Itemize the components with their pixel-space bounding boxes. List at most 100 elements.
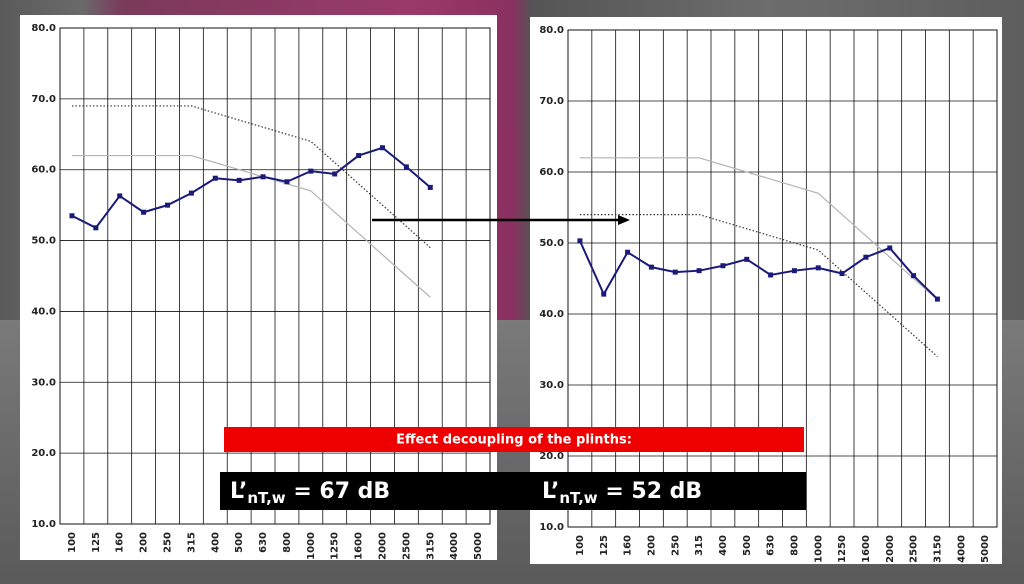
arrow-head xyxy=(618,215,630,225)
x-tick-label: 400 xyxy=(718,535,729,556)
x-tick-label: 800 xyxy=(282,532,293,553)
x-tick-label: 125 xyxy=(91,532,102,553)
x-tick-label: 1600 xyxy=(354,532,365,560)
point xyxy=(863,254,869,260)
point xyxy=(768,272,774,278)
point xyxy=(403,164,409,170)
point xyxy=(356,153,362,159)
point xyxy=(601,291,607,297)
point xyxy=(720,263,726,269)
y-tick-label: 10.0 xyxy=(539,522,564,533)
x-tick-label: 630 xyxy=(766,535,777,556)
y-tick-label: 10.0 xyxy=(31,519,56,530)
x-tick-label: 1250 xyxy=(837,535,848,563)
x-tick-label: 2500 xyxy=(401,532,412,560)
result-left: L’nT,w = 67 dB xyxy=(230,479,390,507)
point xyxy=(427,184,433,190)
point xyxy=(332,171,338,177)
series-line xyxy=(71,154,431,298)
x-tick-label: 3150 xyxy=(425,532,436,560)
y-tick-label: 40.0 xyxy=(31,306,56,317)
series-line xyxy=(579,240,939,300)
x-tick-label: 5000 xyxy=(473,532,484,560)
point xyxy=(911,273,917,279)
banner-black xyxy=(220,472,806,510)
y-tick-label: 30.0 xyxy=(539,380,564,391)
point xyxy=(815,265,821,271)
x-tick-label: 160 xyxy=(115,532,126,553)
x-tick-label: 4000 xyxy=(956,535,967,563)
x-tick-label: 160 xyxy=(623,535,634,556)
x-tick-label: 2000 xyxy=(378,532,389,560)
point xyxy=(934,296,940,302)
banner-title: Effect decoupling of the plinths: xyxy=(396,433,632,448)
y-tick-label: 20.0 xyxy=(31,448,56,459)
point xyxy=(141,209,147,215)
point xyxy=(284,179,290,185)
point xyxy=(839,271,845,277)
series-line xyxy=(71,105,431,249)
x-tick-label: 4000 xyxy=(449,532,460,560)
overlay: Effect decoupling of the plinths: L’nT,w… xyxy=(220,215,806,510)
x-tick-label: 315 xyxy=(694,535,705,556)
x-tick-label: 1600 xyxy=(861,535,872,563)
point xyxy=(791,268,797,274)
x-tick-label: 5000 xyxy=(980,535,991,563)
point xyxy=(696,268,702,274)
point xyxy=(887,245,893,251)
result-value: = 67 dB xyxy=(286,479,391,504)
x-tick-label: 400 xyxy=(210,532,221,553)
y-tick-label: 80.0 xyxy=(539,25,564,36)
x-tick-label: 250 xyxy=(163,532,174,553)
y-tick-label: 60.0 xyxy=(31,165,56,176)
symbol: L’ xyxy=(542,479,559,504)
banner-red xyxy=(224,427,804,452)
x-tick-label: 100 xyxy=(575,535,586,556)
x-tick-label: 1000 xyxy=(813,535,824,563)
x-tick-label: 200 xyxy=(646,535,657,556)
point xyxy=(380,145,385,151)
series-line xyxy=(579,157,938,301)
y-tick-label: 50.0 xyxy=(31,236,56,247)
point xyxy=(212,175,218,181)
point xyxy=(308,168,314,174)
x-tick-label: 500 xyxy=(234,532,245,553)
series-line xyxy=(71,146,431,230)
x-tick-label: 200 xyxy=(139,532,150,553)
x-tick-label: 630 xyxy=(258,532,269,553)
x-tick-label: 250 xyxy=(670,535,681,556)
subscript: nT,w xyxy=(247,489,285,507)
x-tick-label: 3150 xyxy=(932,535,943,563)
x-tick-label: 1000 xyxy=(306,532,317,560)
x-tick-label: 100 xyxy=(67,532,78,553)
y-tick-label: 60.0 xyxy=(539,167,564,178)
y-tick-label: 40.0 xyxy=(539,309,564,320)
point xyxy=(69,213,75,219)
x-tick-label: 2000 xyxy=(885,535,896,563)
y-tick-label: 50.0 xyxy=(539,238,564,249)
point xyxy=(744,256,750,262)
point xyxy=(577,238,583,244)
chart: 10.0 20.0 30.0 40.0 50.0 60.0 70.0 80.0 100 125 16… xyxy=(20,15,497,560)
result-value: = 52 dB xyxy=(598,479,703,504)
y-tick-label: 70.0 xyxy=(539,96,564,107)
x-tick-label: 800 xyxy=(789,535,800,556)
x-tick-label: 1250 xyxy=(330,532,341,560)
subscript: nT,w xyxy=(559,489,597,507)
x-tick-label: 125 xyxy=(599,535,610,556)
point xyxy=(117,193,123,199)
x-tick-label: 2500 xyxy=(909,535,920,563)
series-line xyxy=(579,214,938,358)
point xyxy=(93,225,99,231)
y-tick-label: 30.0 xyxy=(31,377,56,388)
point xyxy=(648,264,654,270)
point xyxy=(236,177,242,183)
y-tick-label: 20.0 xyxy=(539,451,564,462)
y-tick-label: 70.0 xyxy=(31,94,56,105)
symbol: L’ xyxy=(230,479,247,504)
point xyxy=(260,174,266,180)
point xyxy=(165,202,170,208)
point xyxy=(672,269,678,275)
